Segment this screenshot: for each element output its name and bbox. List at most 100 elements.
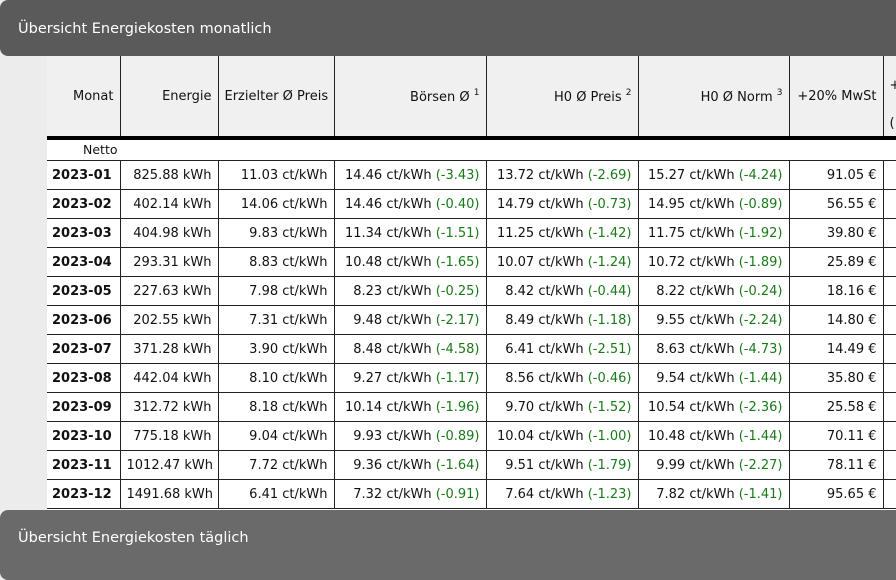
delta-h0-price: (-1.79)	[588, 458, 632, 473]
cell-h0-norm: 10.72 ct/kWh (-1.89)	[638, 248, 789, 277]
delta-boersen: (-0.40)	[436, 197, 480, 212]
cell-price: 7.98 ct/kWh	[218, 277, 334, 306]
cell-h0-price: 9.51 ct/kWh (-1.79)	[486, 451, 638, 480]
cell-boersen: 8.48 ct/kWh (-4.58)	[334, 335, 486, 364]
cell-extra	[883, 190, 896, 219]
monthly-panel-header[interactable]: Übersicht Energiekosten monatlich	[0, 0, 896, 56]
cell-extra	[883, 480, 896, 509]
cell-extra	[883, 335, 896, 364]
cell-h0-norm: 14.95 ct/kWh (-0.89)	[638, 190, 789, 219]
monthly-table-container[interactable]: Monat Energie Erzielter Ø Preis Börsen Ø…	[47, 56, 896, 510]
delta-h0-norm: (-1.44)	[739, 371, 783, 386]
cell-h0-price: 14.79 ct/kWh (-0.73)	[486, 190, 638, 219]
delta-h0-norm: (-0.24)	[739, 284, 783, 299]
cell-energy: 312.72 kWh	[120, 393, 218, 422]
cell-energy: 404.98 kWh	[120, 219, 218, 248]
delta-h0-price: (-1.00)	[588, 429, 632, 444]
netto-subheader-row: Netto	[47, 138, 896, 161]
cell-price: 3.90 ct/kWh	[218, 335, 334, 364]
cell-energy: 442.04 kWh	[120, 364, 218, 393]
delta-h0-price: (-0.73)	[588, 197, 632, 212]
cell-mwst: 56.55 €	[789, 190, 883, 219]
cell-price: 11.03 ct/kWh	[218, 161, 334, 190]
cell-energy: 371.28 kWh	[120, 335, 218, 364]
cell-price: 7.31 ct/kWh	[218, 306, 334, 335]
cell-energy: 825.88 kWh	[120, 161, 218, 190]
cell-energy: 293.31 kWh	[120, 248, 218, 277]
cell-price: 7.72 ct/kWh	[218, 451, 334, 480]
cell-h0-norm: 8.22 ct/kWh (-0.24)	[638, 277, 789, 306]
cell-h0-price: 7.64 ct/kWh (-1.23)	[486, 480, 638, 509]
cell-energy: 1491.68 kWh	[120, 480, 218, 509]
delta-boersen: (-0.91)	[436, 487, 480, 502]
cell-month: 2023-02	[47, 190, 120, 219]
cell-h0-norm: 7.82 ct/kWh (-1.41)	[638, 480, 789, 509]
col-header-h0-preis[interactable]: H0 Ø Preis 2	[486, 56, 638, 138]
monthly-panel-title: Übersicht Energiekosten monatlich	[18, 21, 272, 37]
cell-h0-price: 10.07 ct/kWh (-1.24)	[486, 248, 638, 277]
delta-boersen: (-3.43)	[436, 168, 480, 183]
col-header-preis[interactable]: Erzielter Ø Preis	[218, 56, 334, 138]
cell-h0-price: 8.49 ct/kWh (-1.18)	[486, 306, 638, 335]
col-header-h0-norm[interactable]: H0 Ø Norm 3	[638, 56, 789, 138]
delta-h0-norm: (-4.24)	[739, 168, 783, 183]
cell-mwst: 14.80 €	[789, 306, 883, 335]
cell-h0-price: 8.42 ct/kWh (-0.44)	[486, 277, 638, 306]
cell-extra	[883, 161, 896, 190]
cell-price: 9.83 ct/kWh	[218, 219, 334, 248]
delta-h0-price: (-1.24)	[588, 255, 632, 270]
cell-price: 8.83 ct/kWh	[218, 248, 334, 277]
col-header-mwst[interactable]: +20% MwSt	[789, 56, 883, 138]
delta-h0-price: (-0.46)	[588, 371, 632, 386]
cell-h0-price: 8.56 ct/kWh (-0.46)	[486, 364, 638, 393]
cell-h0-price: 6.41 ct/kWh (-2.51)	[486, 335, 638, 364]
cell-h0-norm: 8.63 ct/kWh (-4.73)	[638, 335, 789, 364]
col-header-extra[interactable]: + (	[883, 56, 896, 138]
cell-extra	[883, 364, 896, 393]
col-header-extra-plus: +	[890, 78, 896, 93]
daily-panel-title: Übersicht Energiekosten täglich	[18, 530, 249, 546]
cell-boersen: 14.46 ct/kWh (-3.43)	[334, 161, 486, 190]
cell-h0-price: 13.72 ct/kWh (-2.69)	[486, 161, 638, 190]
delta-h0-norm: (-1.92)	[739, 226, 783, 241]
cell-boersen: 10.14 ct/kWh (-1.96)	[334, 393, 486, 422]
col-header-energie[interactable]: Energie	[120, 56, 218, 138]
delta-h0-norm: (-2.36)	[739, 400, 783, 415]
col-header-boersen[interactable]: Börsen Ø 1	[334, 56, 486, 138]
cell-month: 2023-12	[47, 480, 120, 509]
col-header-monat[interactable]: Monat	[47, 56, 120, 138]
delta-h0-norm: (-2.24)	[739, 313, 783, 328]
cell-boersen: 7.32 ct/kWh (-0.91)	[334, 480, 486, 509]
cell-extra	[883, 277, 896, 306]
cell-extra	[883, 393, 896, 422]
delta-h0-norm: (-1.89)	[739, 255, 783, 270]
delta-h0-price: (-2.51)	[588, 342, 632, 357]
cell-price: 8.10 ct/kWh	[218, 364, 334, 393]
cell-extra	[883, 219, 896, 248]
cell-boersen: 10.48 ct/kWh (-1.65)	[334, 248, 486, 277]
cell-h0-norm: 10.54 ct/kWh (-2.36)	[638, 393, 789, 422]
delta-h0-norm: (-0.89)	[739, 197, 783, 212]
cell-extra	[883, 451, 896, 480]
cell-mwst: 91.05 €	[789, 161, 883, 190]
delta-boersen: (-1.64)	[436, 458, 480, 473]
daily-panel-header[interactable]: Übersicht Energiekosten täglich	[0, 510, 896, 580]
cell-extra	[883, 248, 896, 277]
monthly-cost-table: Monat Energie Erzielter Ø Preis Börsen Ø…	[47, 56, 896, 509]
cell-boersen: 9.36 ct/kWh (-1.64)	[334, 451, 486, 480]
delta-boersen: (-1.65)	[436, 255, 480, 270]
cell-month: 2023-05	[47, 277, 120, 306]
cell-h0-price: 10.04 ct/kWh (-1.00)	[486, 422, 638, 451]
